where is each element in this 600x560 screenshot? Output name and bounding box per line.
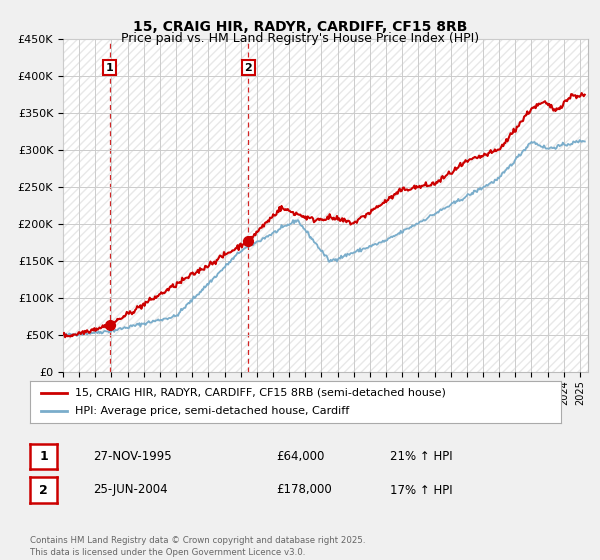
Text: 1: 1 — [106, 63, 114, 73]
Text: 15, CRAIG HIR, RADYR, CARDIFF, CF15 8RB: 15, CRAIG HIR, RADYR, CARDIFF, CF15 8RB — [133, 20, 467, 34]
Text: 25-JUN-2004: 25-JUN-2004 — [93, 483, 167, 497]
Text: £64,000: £64,000 — [276, 450, 325, 463]
Text: 15, CRAIG HIR, RADYR, CARDIFF, CF15 8RB (semi-detached house): 15, CRAIG HIR, RADYR, CARDIFF, CF15 8RB … — [75, 388, 446, 398]
Text: 1: 1 — [39, 450, 48, 463]
Text: Price paid vs. HM Land Registry's House Price Index (HPI): Price paid vs. HM Land Registry's House … — [121, 32, 479, 45]
Text: 17% ↑ HPI: 17% ↑ HPI — [390, 483, 452, 497]
Text: 2: 2 — [245, 63, 253, 73]
Text: HPI: Average price, semi-detached house, Cardiff: HPI: Average price, semi-detached house,… — [75, 406, 349, 416]
Text: £178,000: £178,000 — [276, 483, 332, 497]
Text: 27-NOV-1995: 27-NOV-1995 — [93, 450, 172, 463]
Text: Contains HM Land Registry data © Crown copyright and database right 2025.
This d: Contains HM Land Registry data © Crown c… — [30, 536, 365, 557]
Text: 21% ↑ HPI: 21% ↑ HPI — [390, 450, 452, 463]
Text: 2: 2 — [39, 483, 48, 497]
